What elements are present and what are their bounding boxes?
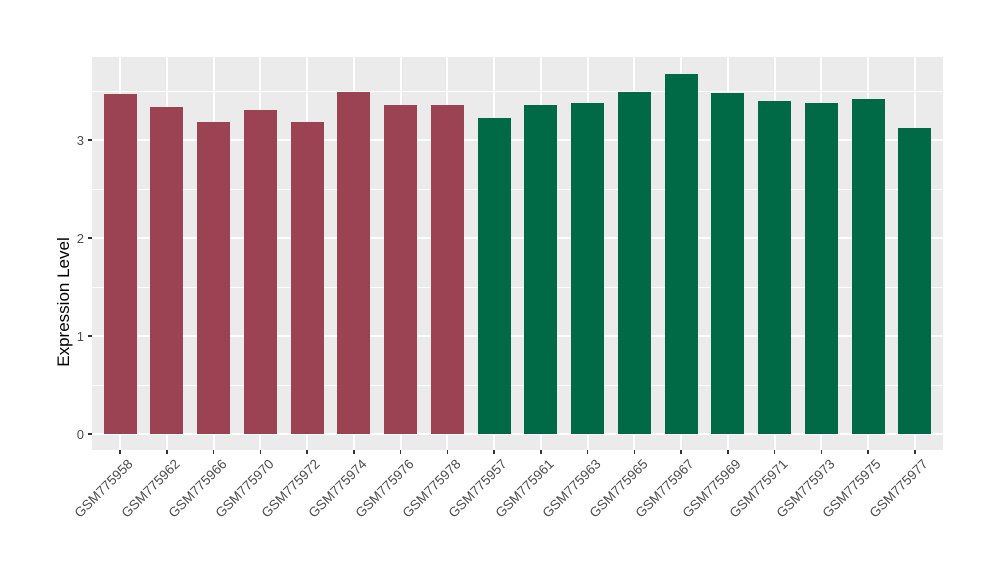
bar-GSM775972 <box>290 122 324 434</box>
x-tick-mark <box>259 450 262 454</box>
x-tick-mark <box>446 450 449 454</box>
gridline-major-1 <box>92 335 943 337</box>
x-tick-mark <box>867 450 869 454</box>
x-tick-mark <box>166 450 168 454</box>
gridline-minor-0.5 <box>92 385 943 386</box>
x-tick-mark <box>820 450 823 454</box>
gridline-major-2 <box>92 237 943 239</box>
plot-panel <box>92 57 943 450</box>
x-tick-mark <box>399 450 402 454</box>
bar-GSM775963 <box>571 102 605 434</box>
y-tick-label-3: 3 <box>76 132 84 148</box>
x-tick-mark <box>212 450 215 454</box>
gridline-minor-3.5 <box>92 91 943 92</box>
gridline-minor-2.5 <box>92 189 943 190</box>
y-tick-mark-2 <box>88 237 92 239</box>
y-tick-label-0: 0 <box>76 426 84 442</box>
gridline-major-0 <box>92 433 943 435</box>
x-tick-mark <box>914 450 916 454</box>
bar-GSM775971 <box>758 100 792 434</box>
bar-GSM775974 <box>337 91 371 434</box>
bar-GSM775973 <box>804 102 838 434</box>
bar-GSM775965 <box>617 91 651 434</box>
x-tick-mark <box>586 450 589 454</box>
bar-GSM775975 <box>851 98 885 434</box>
x-tick-mark <box>119 450 121 454</box>
gridline-major-3 <box>92 139 943 141</box>
x-tick-mark <box>680 450 682 454</box>
bar-GSM775957 <box>477 118 511 434</box>
gridline-minor-1.5 <box>92 287 943 288</box>
y-tick-mark-0 <box>88 433 92 435</box>
bar-GSM775970 <box>243 109 277 434</box>
x-tick-mark <box>727 450 729 454</box>
x-tick-mark <box>306 450 308 454</box>
bar-GSM775967 <box>664 74 698 434</box>
bar-GSM775969 <box>711 92 745 434</box>
y-tick-mark-3 <box>88 139 92 141</box>
x-tick-mark <box>540 450 542 454</box>
bar-GSM775961 <box>524 104 558 434</box>
x-tick-mark <box>773 450 776 454</box>
y-tick-mark-1 <box>88 335 92 337</box>
x-tick-mark <box>633 450 636 454</box>
x-tick-mark <box>353 450 355 454</box>
y-tick-label-2: 2 <box>76 230 84 246</box>
bar-GSM775958 <box>103 93 137 434</box>
bar-GSM775976 <box>384 104 418 434</box>
bar-GSM775966 <box>197 122 231 434</box>
bar-GSM775978 <box>430 104 464 434</box>
bar-GSM775962 <box>150 106 184 434</box>
y-axis-title: Expression Level <box>54 236 73 367</box>
x-tick-mark <box>493 450 495 454</box>
y-tick-label-1: 1 <box>76 328 84 344</box>
bar-GSM775977 <box>898 128 932 434</box>
